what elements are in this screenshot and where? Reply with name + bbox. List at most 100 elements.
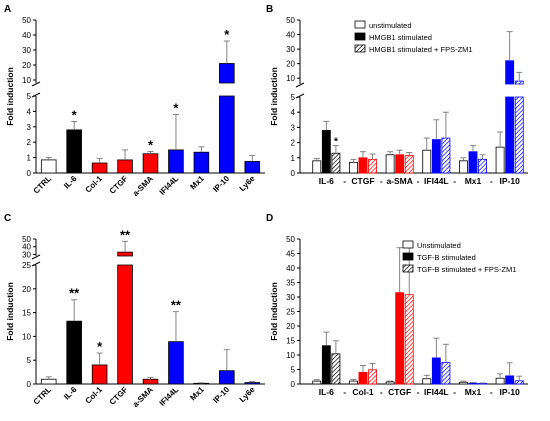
bar	[505, 96, 515, 174]
bar	[495, 146, 505, 174]
bar	[219, 63, 235, 84]
legend-label: HMGB1 stimulated	[369, 33, 432, 42]
x-tick-label: a-SMA	[386, 176, 412, 186]
bar	[505, 375, 515, 385]
y-axis-label: Fold induction	[5, 67, 15, 126]
bar	[478, 383, 487, 385]
significance-star: *	[334, 137, 338, 148]
bar	[91, 364, 108, 385]
x-tick-label: Ly6e	[238, 174, 257, 193]
bar	[514, 96, 524, 174]
x-tick-label: IL-6	[319, 387, 334, 397]
bar	[66, 129, 82, 174]
x-tick-label: -	[490, 387, 493, 397]
y-tick-label: 40	[22, 243, 31, 252]
bar	[117, 264, 133, 385]
y-tick-label: 50	[286, 235, 295, 244]
y-tick-label: 1	[291, 154, 296, 163]
x-tick-label: CTGF	[351, 176, 374, 186]
bar	[358, 157, 368, 174]
x-tick-label: IFI44L	[158, 174, 181, 197]
significance-star: *	[224, 27, 230, 42]
y-tick-label: 10	[286, 74, 295, 83]
bar	[168, 341, 184, 385]
significance-star: **	[69, 286, 80, 301]
bar	[404, 294, 414, 385]
y-tick-label: 30	[286, 45, 295, 54]
y-tick-label: 20	[286, 322, 295, 331]
legend-swatch	[402, 264, 414, 273]
significance-star: *	[173, 100, 179, 115]
x-tick-label: IL-6	[319, 176, 334, 186]
legend-label: TGF-B stimulated	[417, 253, 476, 262]
x-tick-label: Col-1	[352, 387, 374, 397]
x-tick-label: a-SMA	[131, 174, 155, 198]
x-tick-label: Mx1	[188, 385, 206, 403]
x-tick-label: -	[453, 387, 456, 397]
y-tick-label: 5	[291, 366, 296, 375]
bar	[358, 371, 368, 385]
y-tick-label: 5	[27, 92, 32, 101]
x-tick-label: -	[343, 176, 346, 186]
bar	[40, 159, 57, 174]
y-tick-label: 30	[286, 293, 295, 302]
x-tick-label: CTGF	[388, 387, 411, 397]
bar	[193, 382, 210, 385]
x-tick-label: -	[417, 176, 420, 186]
x-tick-label: CTGF	[108, 385, 130, 407]
y-axis-label: Fold induction	[269, 282, 279, 341]
y-tick-label: 10	[22, 76, 31, 85]
y-tick-label: 0	[291, 169, 296, 178]
bar	[368, 369, 377, 385]
bar	[312, 160, 322, 174]
x-tick-label: -	[417, 387, 420, 397]
bar	[244, 382, 261, 385]
legend-label: unstimulated	[369, 21, 412, 30]
y-tick-label: 35	[286, 279, 295, 288]
significance-star: **	[171, 298, 182, 313]
bar	[495, 377, 505, 385]
y-tick-label: 10	[22, 332, 31, 341]
x-tick-label: Mx1	[465, 387, 482, 397]
axis-break-mark	[295, 82, 305, 88]
bar	[478, 158, 487, 174]
bar	[404, 155, 414, 174]
bar	[331, 152, 341, 174]
legend-swatch	[402, 252, 414, 261]
x-tick-label: -	[490, 176, 493, 186]
x-tick-label: IL-6	[62, 174, 79, 191]
y-tick-label: 3	[291, 123, 296, 132]
axis-break-mark	[31, 81, 41, 87]
y-tick-label: 45	[286, 250, 295, 259]
bar	[468, 382, 478, 385]
x-tick-label: CTRL	[32, 385, 54, 407]
bar	[385, 154, 395, 174]
bar	[219, 95, 235, 174]
significance-star: *	[97, 339, 103, 354]
x-tick-label: IP-10	[500, 387, 521, 397]
significance-star: *	[72, 107, 78, 122]
bar	[142, 153, 159, 174]
y-tick-label: 30	[22, 250, 31, 259]
x-tick-label: Mx1	[465, 176, 482, 186]
bar	[321, 345, 331, 385]
bar	[244, 161, 261, 174]
significance-star: *	[148, 137, 154, 152]
x-tick-label: -	[380, 387, 383, 397]
bar	[117, 159, 133, 174]
y-axis-label: Fold induction	[5, 282, 15, 341]
y-tick-label: 50	[22, 16, 31, 25]
y-tick-label: 20	[22, 61, 31, 70]
x-tick-label: -	[343, 387, 346, 397]
y-tick-label: 10	[286, 351, 295, 360]
x-tick-label: IP-10	[500, 176, 521, 186]
legend-label: Unstimulated	[417, 241, 461, 250]
y-tick-label: 1	[27, 154, 32, 163]
y-tick-label: 15	[22, 309, 31, 318]
bar	[368, 158, 377, 174]
legend-swatch	[354, 44, 366, 53]
x-tick-label: Ly6e	[238, 385, 257, 404]
y-tick-label: 4	[291, 108, 296, 117]
panel-letter-c: C	[4, 213, 11, 224]
